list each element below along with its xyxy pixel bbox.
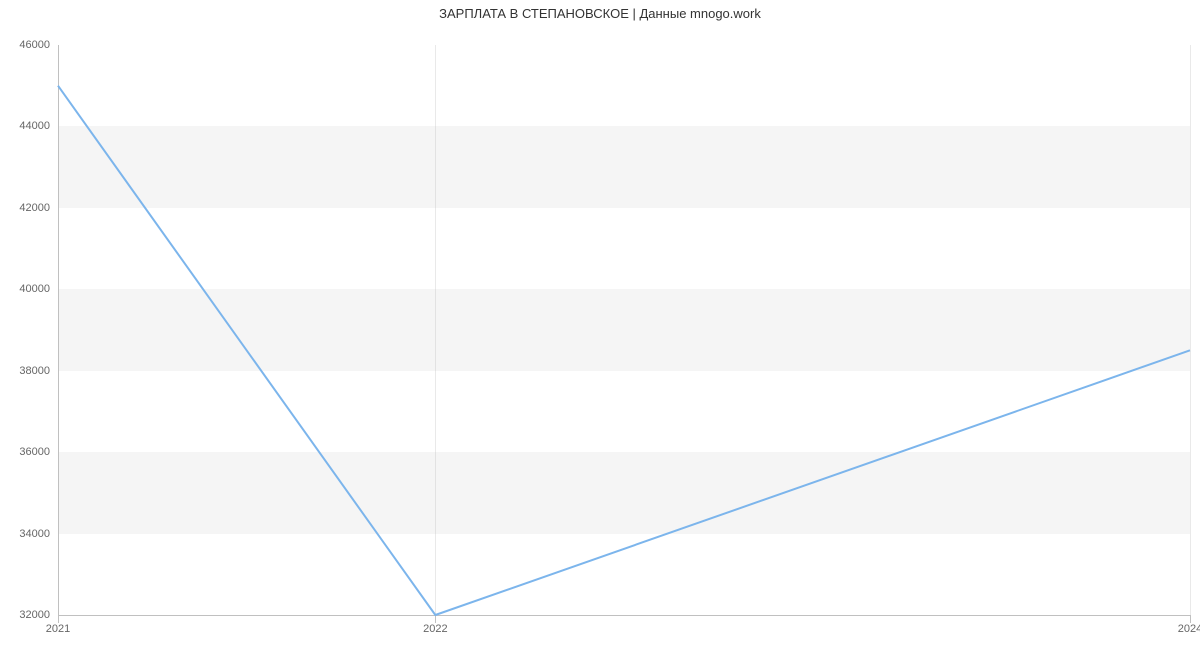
x-tick-label: 2021 <box>46 615 70 635</box>
salary-chart: ЗАРПЛАТА В СТЕПАНОВСКОЕ | Данные mnogo.w… <box>0 0 1200 650</box>
y-tick-label: 42000 <box>19 202 58 214</box>
x-gridline <box>1190 45 1191 615</box>
y-tick-label: 36000 <box>19 446 58 458</box>
x-axis-line <box>58 615 1190 616</box>
y-tick-label: 34000 <box>19 528 58 540</box>
chart-title: ЗАРПЛАТА В СТЕПАНОВСКОЕ | Данные mnogo.w… <box>0 6 1200 21</box>
y-tick-label: 40000 <box>19 283 58 295</box>
y-tick-label: 44000 <box>19 120 58 132</box>
series-line <box>58 45 1190 615</box>
x-tick-label: 2022 <box>423 615 447 635</box>
y-tick-label: 38000 <box>19 365 58 377</box>
y-tick-label: 46000 <box>19 39 58 51</box>
x-tick-label: 2024 <box>1178 615 1200 635</box>
plot-area: 3200034000360003800040000420004400046000… <box>58 45 1190 615</box>
